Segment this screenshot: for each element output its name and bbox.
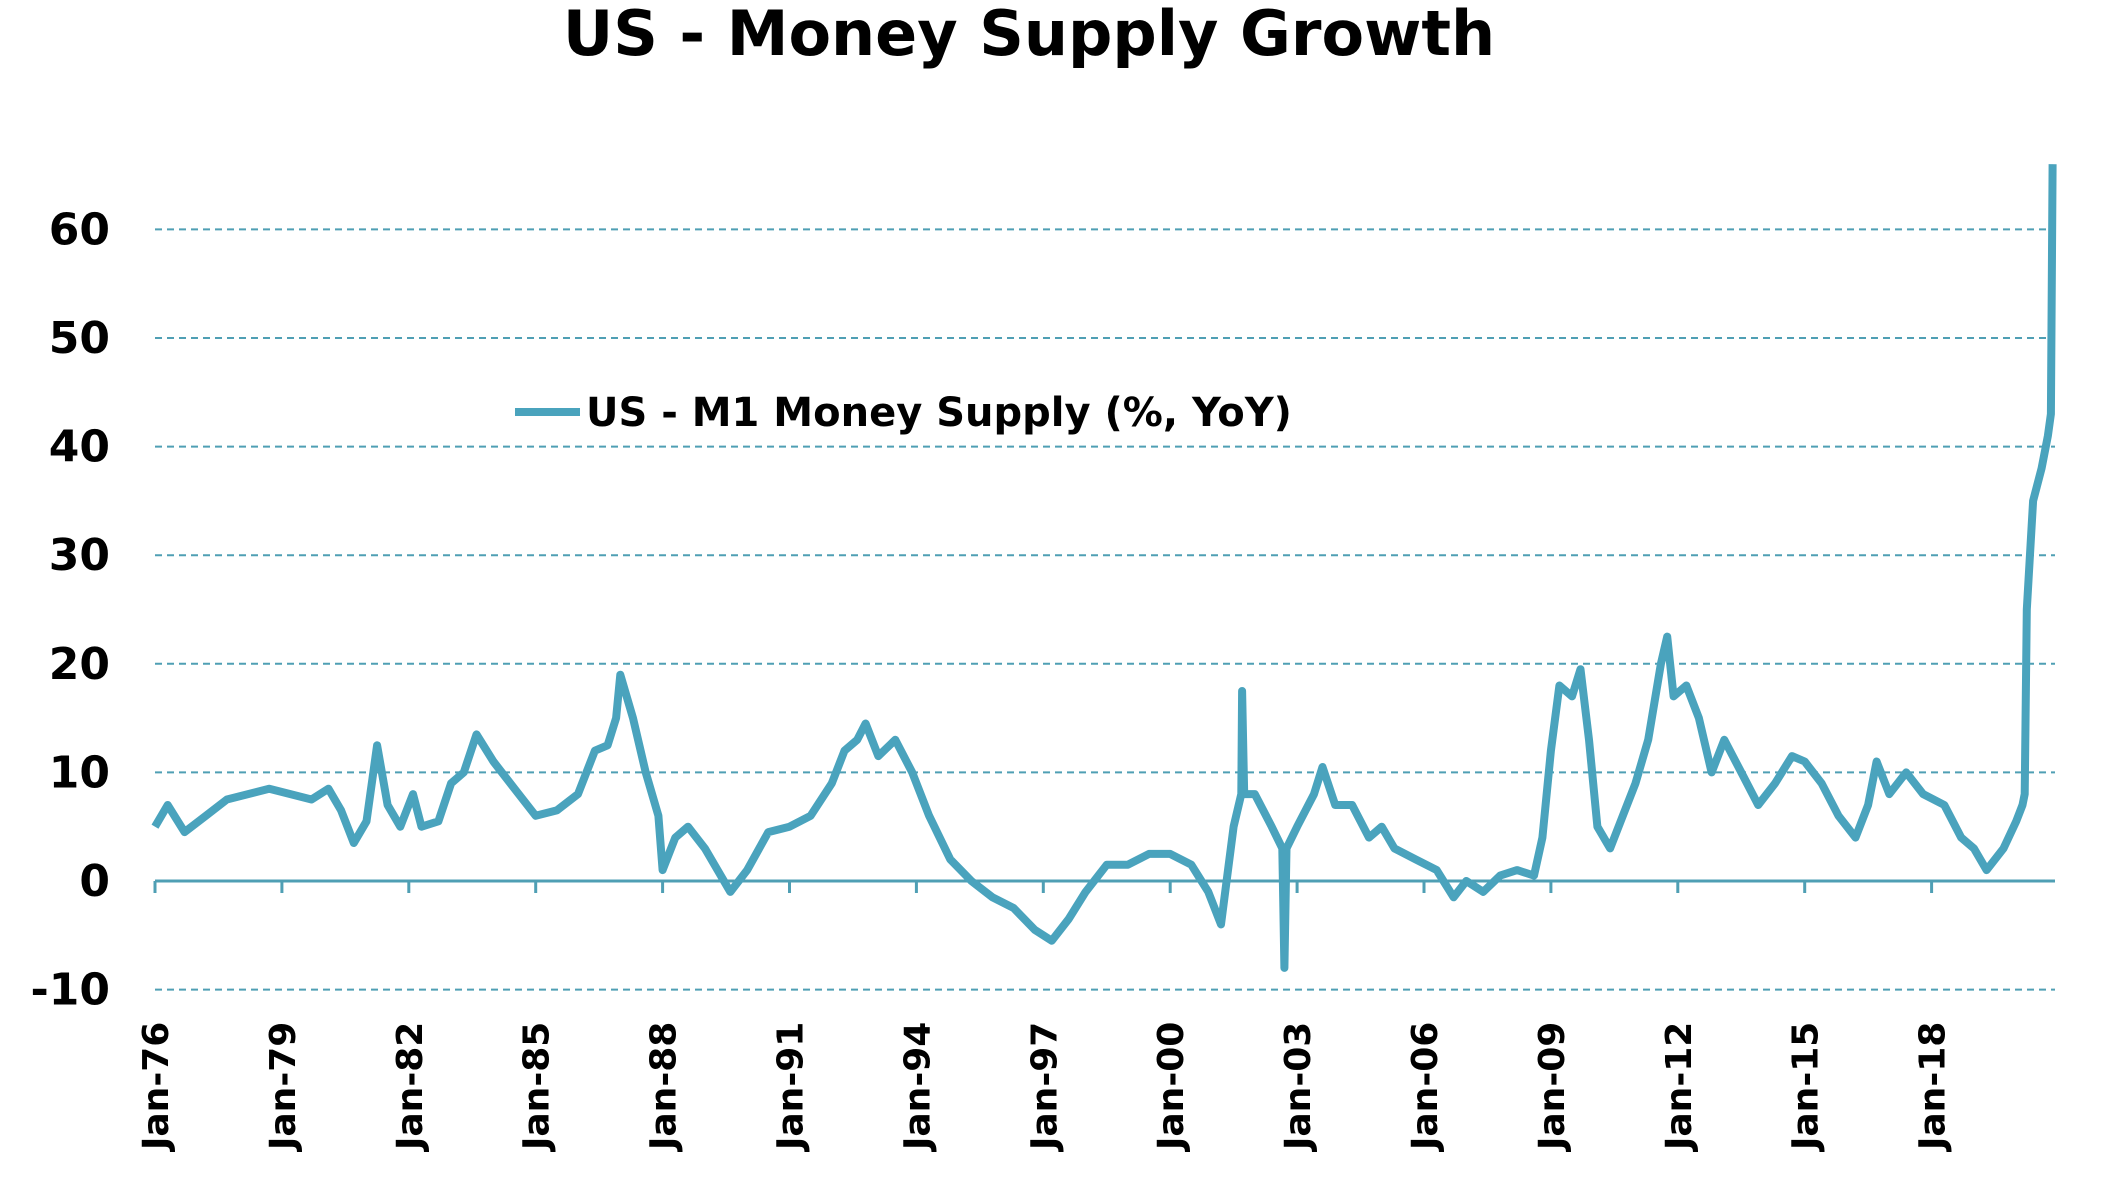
y-tick-label: -10 — [31, 965, 111, 1016]
x-tick-label: Jan-76 — [136, 1022, 177, 1153]
y-tick-label: 40 — [49, 422, 110, 473]
series-layer — [151, 164, 2057, 972]
series-line-m1-money-supply — [151, 164, 2057, 972]
x-tick-label: Jan-85 — [517, 1022, 558, 1153]
x-tick-label: Jan-18 — [1913, 1022, 1954, 1153]
x-tick-label: Jan-94 — [897, 1022, 938, 1153]
y-tick-label: 30 — [49, 530, 110, 581]
x-tick-label: Jan-12 — [1659, 1022, 1700, 1153]
x-tick-label: Jan-79 — [263, 1022, 304, 1153]
y-axis: -10 0 10 20 30 40 50 60 — [31, 204, 111, 1015]
y-tick-label: 0 — [79, 856, 110, 907]
x-tick-label: Jan-06 — [1405, 1022, 1446, 1153]
legend: US - M1 Money Supply (%, YoY) — [515, 390, 1292, 436]
y-tick-label: 20 — [49, 639, 110, 690]
x-tick-label: Jan-88 — [644, 1022, 685, 1153]
x-tick-label: Jan-91 — [771, 1022, 812, 1153]
legend-label: US - M1 Money Supply (%, YoY) — [586, 390, 1292, 436]
y-tick-label: 50 — [49, 313, 110, 364]
x-tick-label: Jan-15 — [1786, 1022, 1827, 1153]
x-axis: Jan-76 Jan-79 Jan-82 Jan-85 Jan-88 Jan-91 Jan-… — [136, 879, 2055, 1153]
gridlines — [155, 228, 2055, 991]
x-tick-label: Jan-09 — [1532, 1022, 1573, 1153]
x-tick-label: Jan-03 — [1278, 1022, 1319, 1153]
x-tick-label: Jan-97 — [1024, 1022, 1065, 1153]
chart-title: US - Money Supply Growth — [563, 0, 1495, 70]
x-tick-label: Jan-82 — [390, 1022, 431, 1153]
y-tick-label: 10 — [49, 747, 110, 798]
y-tick-label: 60 — [49, 204, 110, 255]
x-tick-label: Jan-00 — [1151, 1022, 1192, 1153]
